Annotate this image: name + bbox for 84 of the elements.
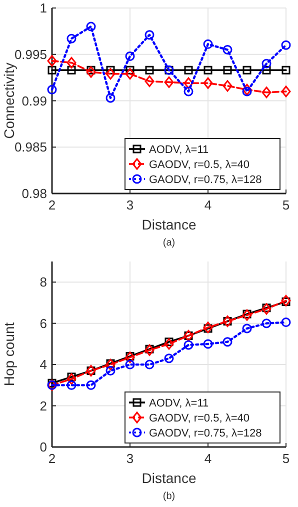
point [145, 66, 154, 74]
y-tick-label: 6 [40, 316, 47, 331]
point [203, 39, 213, 49]
point [66, 380, 76, 390]
text: (b) [162, 491, 176, 502]
x-tick-label: 5 [282, 451, 290, 466]
point [106, 93, 116, 103]
point [242, 84, 252, 96]
point [281, 318, 291, 328]
point [66, 373, 76, 385]
y-tick-label: 2 [40, 398, 47, 414]
point [144, 360, 154, 370]
point [48, 378, 56, 388]
point [164, 338, 174, 350]
x-axis-title: Distance [142, 216, 196, 232]
point [164, 354, 174, 364]
point [67, 66, 76, 74]
legend-label: AODV, λ=11 [149, 144, 209, 156]
legend-label: GAODV, r=0.5, λ=40 [149, 158, 250, 171]
y-tick-label: 0.99 [22, 93, 47, 108]
point [66, 56, 76, 68]
point [262, 66, 271, 74]
point [281, 294, 291, 306]
point [86, 66, 96, 78]
x-tick-label: 5 [282, 198, 290, 212]
point [144, 30, 154, 40]
x-tick-label: 4 [204, 451, 212, 466]
point [281, 86, 291, 98]
x-tick-label: 4 [204, 198, 212, 212]
y-tick-label: 0.98 [22, 186, 47, 202]
point [86, 380, 96, 390]
point [223, 66, 232, 74]
point [125, 51, 135, 61]
y-axis-title: Connectivity [1, 62, 17, 139]
point [242, 86, 252, 96]
x-tick-label: 3 [126, 451, 134, 466]
point [47, 55, 57, 67]
point [222, 80, 232, 92]
legend-label: GAODV, r=0.5, λ=40 [149, 412, 250, 424]
point [262, 86, 272, 98]
point [222, 337, 232, 347]
point [184, 66, 193, 74]
point [282, 66, 290, 74]
point [184, 340, 194, 350]
point [262, 303, 272, 315]
point [184, 77, 194, 89]
point [222, 44, 232, 54]
point [125, 360, 135, 370]
point [242, 66, 252, 74]
legend-label: AODV, λ=11 [149, 397, 209, 410]
point [48, 66, 56, 74]
point [47, 84, 57, 94]
text: (a) [162, 238, 176, 248]
point [203, 77, 213, 89]
point [242, 324, 252, 334]
x-tick-label: 3 [126, 198, 134, 212]
point [242, 309, 252, 321]
x-axis-title: Distance [142, 470, 196, 486]
y-tick-label: 0 [40, 440, 47, 455]
y-axis-title: Hop count [1, 322, 17, 386]
point [203, 322, 213, 334]
point [144, 76, 154, 88]
point [106, 358, 116, 370]
point [86, 22, 96, 32]
y-tick-label: 8 [40, 274, 47, 290]
y-tick-label: 1 [40, 0, 47, 16]
point [262, 318, 272, 328]
point [281, 40, 291, 50]
legend-label: GAODV, r=0.75, λ=128 [149, 427, 262, 440]
point [262, 58, 272, 68]
point [125, 68, 135, 80]
point [125, 352, 135, 364]
point [204, 66, 212, 74]
point [106, 68, 116, 80]
y-tick-label: 4 [40, 357, 47, 372]
y-tick-label: 0.995 [14, 46, 47, 62]
legend-label: GAODV, r=0.75, λ=128 [149, 174, 262, 186]
point [203, 339, 213, 349]
point [106, 366, 116, 376]
point [144, 344, 154, 356]
y-tick-label: 0.985 [14, 140, 47, 155]
point [184, 86, 194, 96]
point [164, 76, 174, 88]
point [66, 34, 76, 44]
